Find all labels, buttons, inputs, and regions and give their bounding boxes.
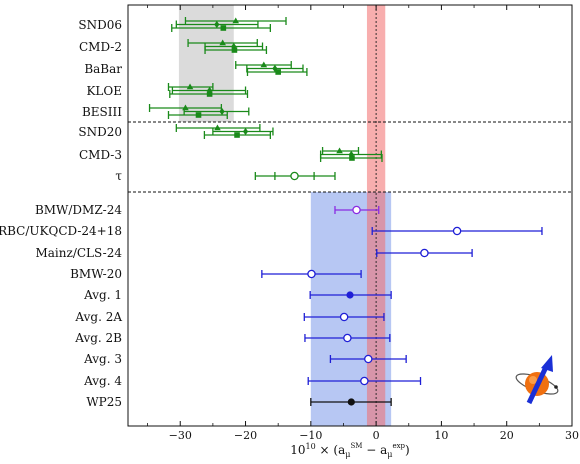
diamond-marker [348,150,354,159]
triangle-marker [214,124,221,131]
row-label: BaBar [84,62,122,76]
open-circle-marker [452,226,462,236]
orbit-dot [554,385,558,389]
row-label: SND06 [78,18,122,32]
sphere-highlight [529,376,537,384]
spin-arrow-head [541,355,553,372]
filled-circle-marker [346,291,354,299]
triangle-marker [219,39,226,46]
open-circle-marker [420,248,429,258]
row-labels: SND06 CMD-2 BaBar KLOE BESIII SND20 CMD-3 τ BMW/… [0,18,122,409]
plot-frame [127,4,573,427]
row-label: Avg. 3 [83,352,122,366]
triangle-marker [260,61,268,68]
x-tick-label: −20 [234,429,257,442]
open-circle-marker [360,376,369,386]
x-tick-label: 10 [434,429,448,442]
open-circle-marker [352,205,361,215]
square-marker [234,132,240,138]
excluded-band [178,5,234,122]
row-label: BESIII [82,105,122,119]
row-label: BMW-20 [70,267,122,281]
row-label: KLOE [86,84,122,98]
plot-border [127,4,573,427]
row-label: CMD-2 [79,40,122,54]
square-marker [220,25,227,31]
row-label: Avg. 2A [74,310,122,324]
square-marker [349,155,355,161]
row-label: RBC/UKQCD-24+18 [0,224,122,238]
square-marker [231,47,238,53]
filled-circle-marker [347,398,355,406]
diamond-marker [219,107,225,116]
open-circle-marker [307,269,316,279]
diamond-marker [214,20,220,29]
row-label: SND20 [78,125,122,139]
muon-spin-icon [515,355,559,405]
open-circle-marker [364,354,373,364]
row-label: Avg. 4 [83,374,122,388]
open-circle-marker [343,333,352,343]
x-tick-label: 0 [373,429,380,442]
x-tick-label: 20 [500,429,514,442]
row-label: Mainz/CLS-24 [35,246,122,260]
diamond-marker [242,127,249,136]
square-marker [206,91,213,97]
x-tick-label: −30 [169,429,192,442]
square-marker [275,69,281,75]
open-circle-marker [339,312,349,322]
x-axis: −30 −20 −10 0 10 20 30 1010 × (aμSM − aμexp) [147,5,579,459]
data-points [148,17,543,406]
square-marker [195,112,202,118]
open-circle-marker [290,171,299,181]
row-label: BMW/DMZ-24 [35,203,122,217]
experiment-band [366,5,386,426]
row-label: CMD-3 [79,148,122,162]
x-tick-label: 30 [565,429,579,442]
spin-arrow-shaft [526,365,549,405]
diamond-marker [272,64,278,73]
row-label: WP25 [86,395,122,409]
row-label: Avg. 1 [83,288,122,302]
triangle-marker [186,83,194,90]
triangle-marker [336,147,343,154]
x-axis-label: 1010 × (aμSM − aμexp) [290,442,409,459]
row-label: τ [115,169,122,183]
triangle-marker [232,17,240,24]
row-label: Avg. 2B [74,331,122,345]
x-tick-label: −10 [299,429,322,442]
